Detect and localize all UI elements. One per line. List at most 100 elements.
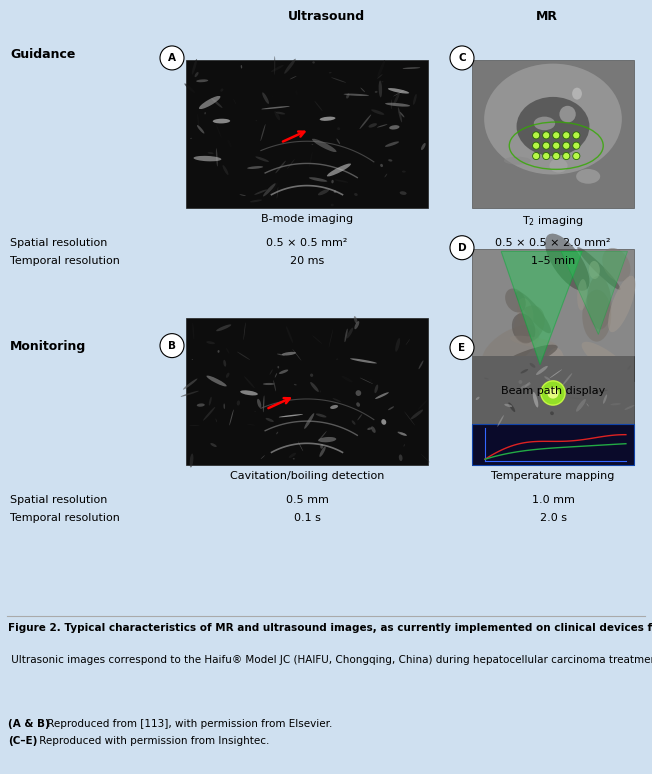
Ellipse shape — [594, 389, 608, 392]
Ellipse shape — [294, 384, 297, 385]
Ellipse shape — [402, 67, 421, 69]
Ellipse shape — [516, 291, 551, 334]
Ellipse shape — [385, 103, 410, 107]
Ellipse shape — [316, 413, 327, 417]
Text: 0.5 × 0.5 × 2.0 mm²: 0.5 × 0.5 × 2.0 mm² — [496, 238, 611, 248]
Ellipse shape — [276, 111, 285, 115]
Ellipse shape — [550, 412, 554, 415]
Ellipse shape — [602, 248, 630, 282]
Ellipse shape — [216, 124, 222, 138]
Ellipse shape — [419, 361, 424, 369]
Ellipse shape — [572, 87, 582, 100]
Circle shape — [160, 46, 184, 70]
Ellipse shape — [388, 88, 409, 94]
Circle shape — [572, 132, 580, 139]
Ellipse shape — [262, 92, 269, 104]
Ellipse shape — [354, 316, 357, 324]
Ellipse shape — [351, 420, 355, 425]
Ellipse shape — [222, 165, 228, 175]
Circle shape — [572, 142, 580, 149]
Ellipse shape — [237, 400, 240, 406]
Ellipse shape — [224, 403, 225, 409]
Ellipse shape — [525, 382, 530, 387]
Circle shape — [542, 152, 550, 159]
Ellipse shape — [388, 406, 394, 410]
Ellipse shape — [241, 65, 242, 69]
Ellipse shape — [286, 326, 293, 343]
Text: Spatial resolution: Spatial resolution — [10, 495, 108, 505]
Ellipse shape — [586, 403, 589, 406]
Ellipse shape — [393, 90, 404, 97]
Ellipse shape — [400, 191, 407, 195]
Text: Monitoring: Monitoring — [10, 340, 86, 353]
Ellipse shape — [254, 411, 256, 413]
Ellipse shape — [260, 124, 265, 141]
Ellipse shape — [355, 390, 361, 396]
Ellipse shape — [310, 382, 319, 392]
Ellipse shape — [263, 383, 274, 385]
Ellipse shape — [582, 341, 630, 378]
Ellipse shape — [318, 437, 336, 442]
Ellipse shape — [304, 413, 314, 429]
Ellipse shape — [192, 323, 194, 340]
Text: Reproduced from [113], with permission from Elsevier.: Reproduced from [113], with permission f… — [44, 719, 333, 729]
Ellipse shape — [411, 409, 423, 420]
Ellipse shape — [375, 392, 389, 399]
Ellipse shape — [380, 164, 383, 167]
Ellipse shape — [510, 336, 557, 348]
Ellipse shape — [520, 369, 528, 374]
Ellipse shape — [577, 247, 621, 289]
Text: D: D — [458, 243, 466, 253]
Circle shape — [541, 381, 565, 405]
Ellipse shape — [292, 349, 301, 361]
Text: 2.0 s: 2.0 s — [539, 513, 567, 523]
Ellipse shape — [334, 190, 336, 193]
Text: 20 ms: 20 ms — [290, 255, 324, 265]
Ellipse shape — [399, 454, 402, 461]
Text: 1–5 min: 1–5 min — [531, 255, 575, 265]
Ellipse shape — [279, 414, 303, 417]
Circle shape — [563, 142, 570, 149]
Ellipse shape — [276, 432, 278, 434]
Ellipse shape — [393, 93, 400, 105]
Ellipse shape — [402, 170, 406, 173]
Ellipse shape — [333, 398, 341, 402]
Ellipse shape — [331, 180, 334, 183]
Ellipse shape — [223, 360, 226, 367]
Ellipse shape — [398, 432, 407, 436]
Ellipse shape — [197, 125, 204, 134]
Ellipse shape — [289, 76, 297, 80]
Ellipse shape — [275, 161, 286, 173]
Text: 0.5 mm: 0.5 mm — [286, 495, 329, 505]
Circle shape — [563, 132, 570, 139]
Ellipse shape — [218, 350, 220, 353]
Text: MR: MR — [536, 10, 558, 23]
Ellipse shape — [360, 378, 373, 384]
Ellipse shape — [414, 74, 419, 76]
Ellipse shape — [314, 101, 323, 111]
Ellipse shape — [385, 173, 387, 177]
Text: Temporal resolution: Temporal resolution — [10, 513, 120, 523]
Ellipse shape — [514, 306, 545, 343]
Ellipse shape — [250, 200, 262, 202]
Text: C: C — [458, 53, 466, 63]
Ellipse shape — [312, 335, 322, 344]
Ellipse shape — [233, 99, 236, 104]
Circle shape — [450, 236, 474, 260]
Circle shape — [542, 132, 550, 139]
Ellipse shape — [331, 77, 346, 83]
Ellipse shape — [349, 430, 355, 439]
Ellipse shape — [273, 380, 276, 392]
Ellipse shape — [277, 354, 285, 355]
Polygon shape — [501, 252, 582, 365]
Ellipse shape — [378, 74, 383, 79]
Ellipse shape — [625, 405, 634, 410]
Ellipse shape — [263, 183, 276, 197]
Ellipse shape — [577, 279, 587, 310]
Ellipse shape — [418, 400, 427, 409]
Ellipse shape — [371, 109, 384, 115]
Ellipse shape — [370, 379, 372, 382]
Bar — [472, 60, 634, 207]
Ellipse shape — [226, 348, 230, 354]
Circle shape — [450, 46, 474, 70]
